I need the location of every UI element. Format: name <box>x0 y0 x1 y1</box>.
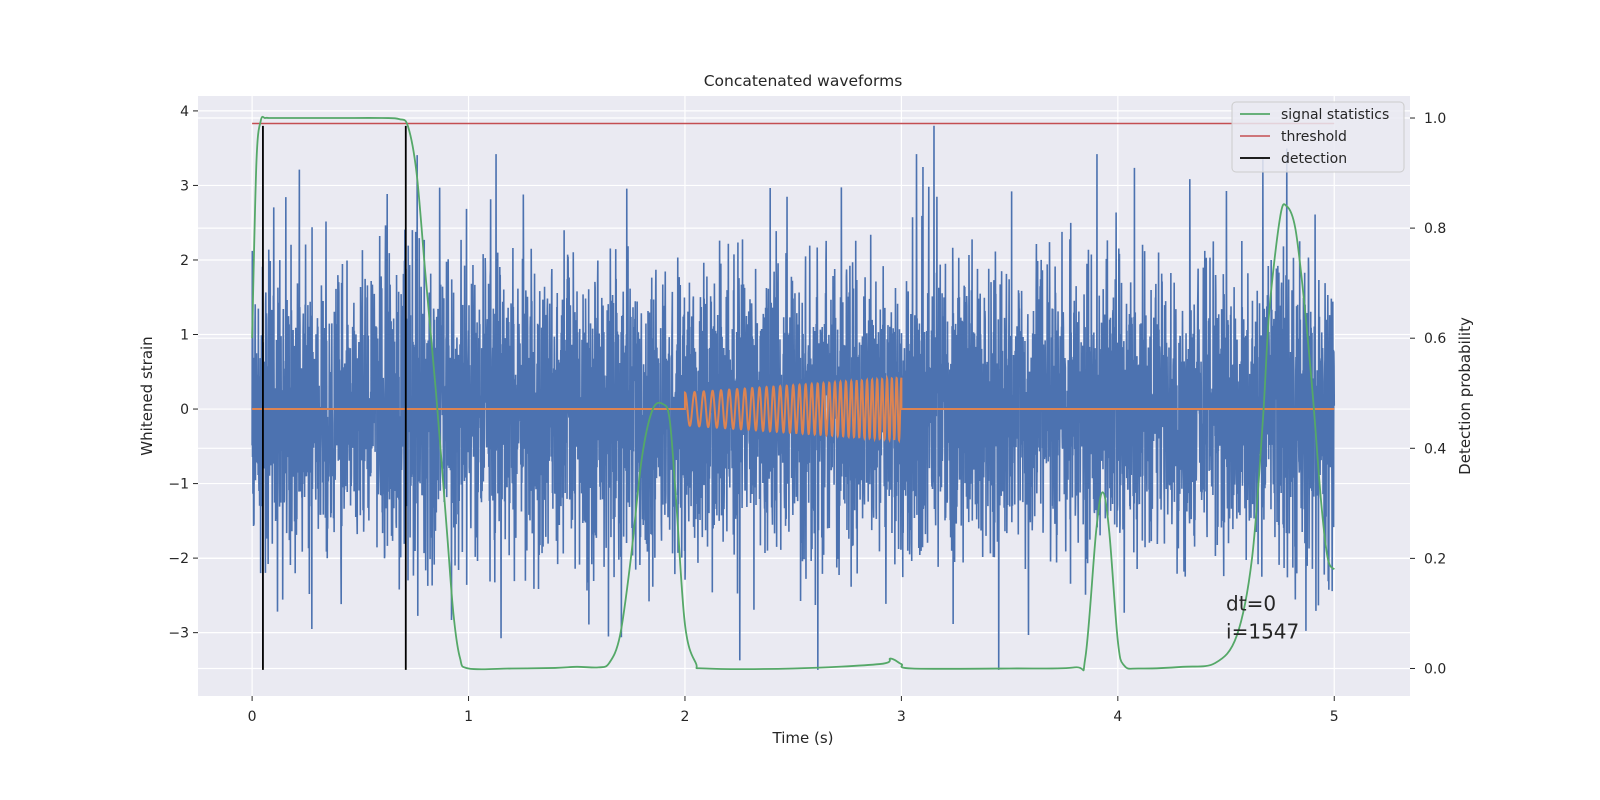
legend-label-detection: detection <box>1281 151 1347 167</box>
plot-content <box>251 115 1336 672</box>
x-tick-label: 2 <box>681 709 690 725</box>
y-tick-label: −1 <box>168 477 189 493</box>
y-axis-left-ticks: −3 −2 −1 0 1 2 3 4 <box>168 104 198 642</box>
x-axis-label: Time (s) <box>772 729 834 747</box>
y-tick-label: 1 <box>180 328 189 344</box>
x-tick-label: 3 <box>897 709 906 725</box>
y-axis-right-ticks: 0.0 0.2 0.4 0.6 0.8 1.0 <box>1410 111 1446 677</box>
legend-label-threshold: threshold <box>1281 129 1347 145</box>
annotation-dt: dt=0 <box>1226 591 1276 615</box>
y-axis-left-label: Whitened strain <box>138 336 156 455</box>
y-tick-label: 3 <box>180 178 189 194</box>
y-tick-label: −2 <box>168 551 189 567</box>
chart-title: Concatenated waveforms <box>704 72 903 90</box>
whitened-strain-line <box>251 125 1336 670</box>
x-tick-label: 1 <box>464 709 473 725</box>
y-tick-label: 0 <box>180 402 189 418</box>
y-axis-right-label: Detection probability <box>1456 317 1474 475</box>
x-tick-label: 4 <box>1113 709 1122 725</box>
detection-lines <box>262 125 407 670</box>
y2-tick-label: 0.6 <box>1424 331 1446 347</box>
template-waveform-line <box>252 374 1335 444</box>
y-tick-label: 2 <box>180 253 189 269</box>
legend: signal statistics threshold detection <box>1231 101 1405 173</box>
x-tick-label: 5 <box>1330 709 1339 725</box>
x-tick-label: 0 <box>248 709 257 725</box>
legend-frame <box>1231 101 1405 173</box>
legend-label-signal-statistics: signal statistics <box>1281 107 1389 123</box>
y2-tick-label: 0.8 <box>1424 221 1446 237</box>
y2-tick-label: 0.0 <box>1424 661 1446 677</box>
y2-tick-label: 0.2 <box>1424 551 1446 567</box>
signal-statistics-line <box>251 115 1336 672</box>
annotation-index: i=1547 <box>1226 619 1299 643</box>
y-tick-label: −3 <box>168 626 189 642</box>
y-tick-label: 4 <box>180 104 189 120</box>
y2-tick-label: 0.4 <box>1424 441 1446 457</box>
x-axis-ticks: 0 1 2 3 4 5 <box>248 696 1339 725</box>
y2-tick-label: 1.0 <box>1424 111 1446 127</box>
